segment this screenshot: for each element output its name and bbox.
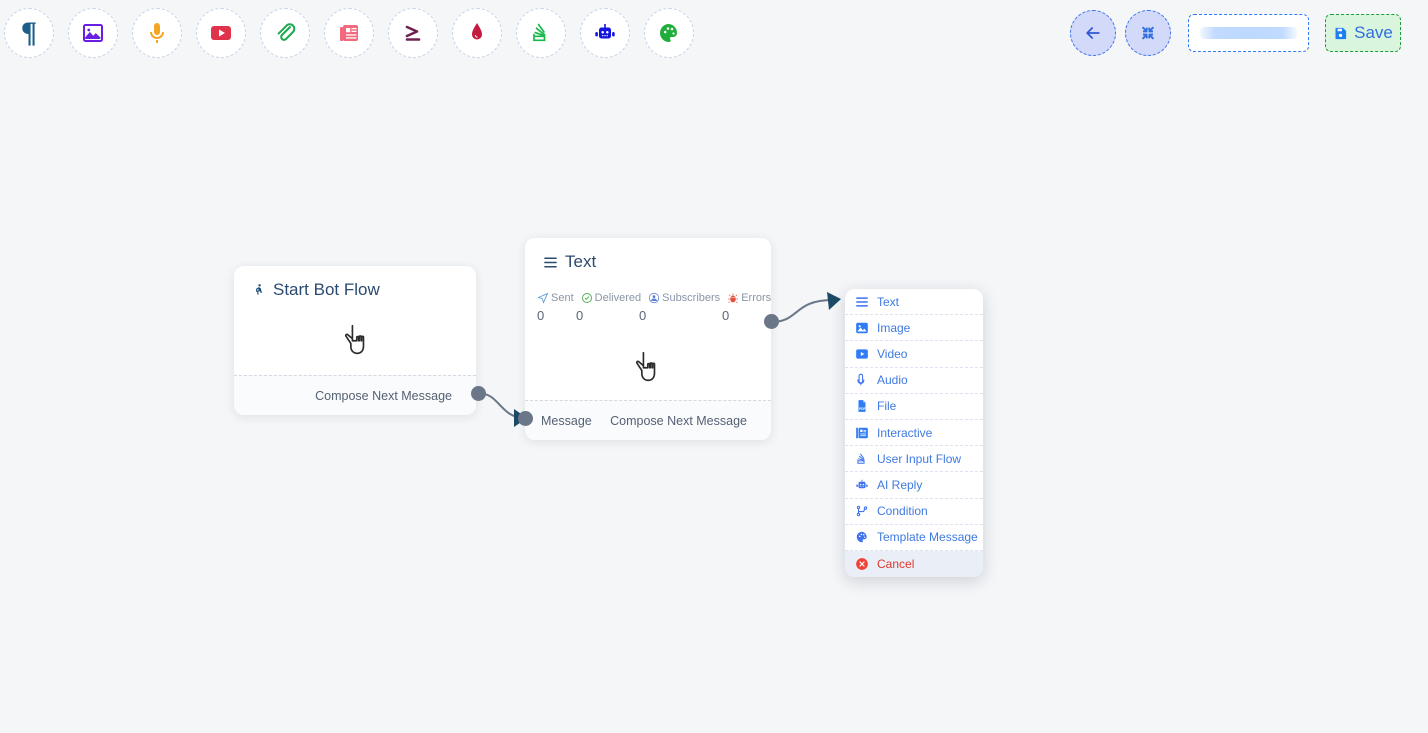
svg-text:PDF: PDF: [859, 407, 865, 411]
